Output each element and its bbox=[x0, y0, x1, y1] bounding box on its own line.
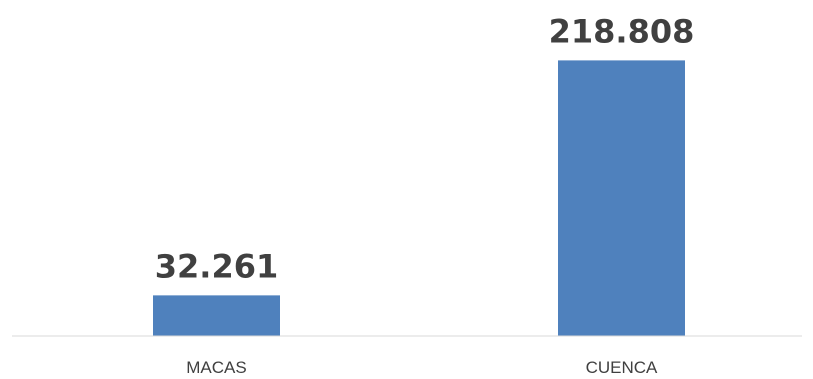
bar-macas bbox=[153, 295, 280, 336]
data-label-cuenca: 218.808 bbox=[549, 12, 695, 50]
category-label-cuenca: CUENCA bbox=[586, 358, 658, 377]
bar-cuenca bbox=[558, 60, 685, 337]
category-labels-group: MACAS CUENCA bbox=[186, 358, 658, 377]
bars-group bbox=[153, 60, 685, 337]
data-label-macas: 32.261 bbox=[155, 247, 278, 285]
data-labels-group: 32.261 218.808 bbox=[155, 12, 695, 285]
category-label-macas: MACAS bbox=[186, 358, 246, 377]
